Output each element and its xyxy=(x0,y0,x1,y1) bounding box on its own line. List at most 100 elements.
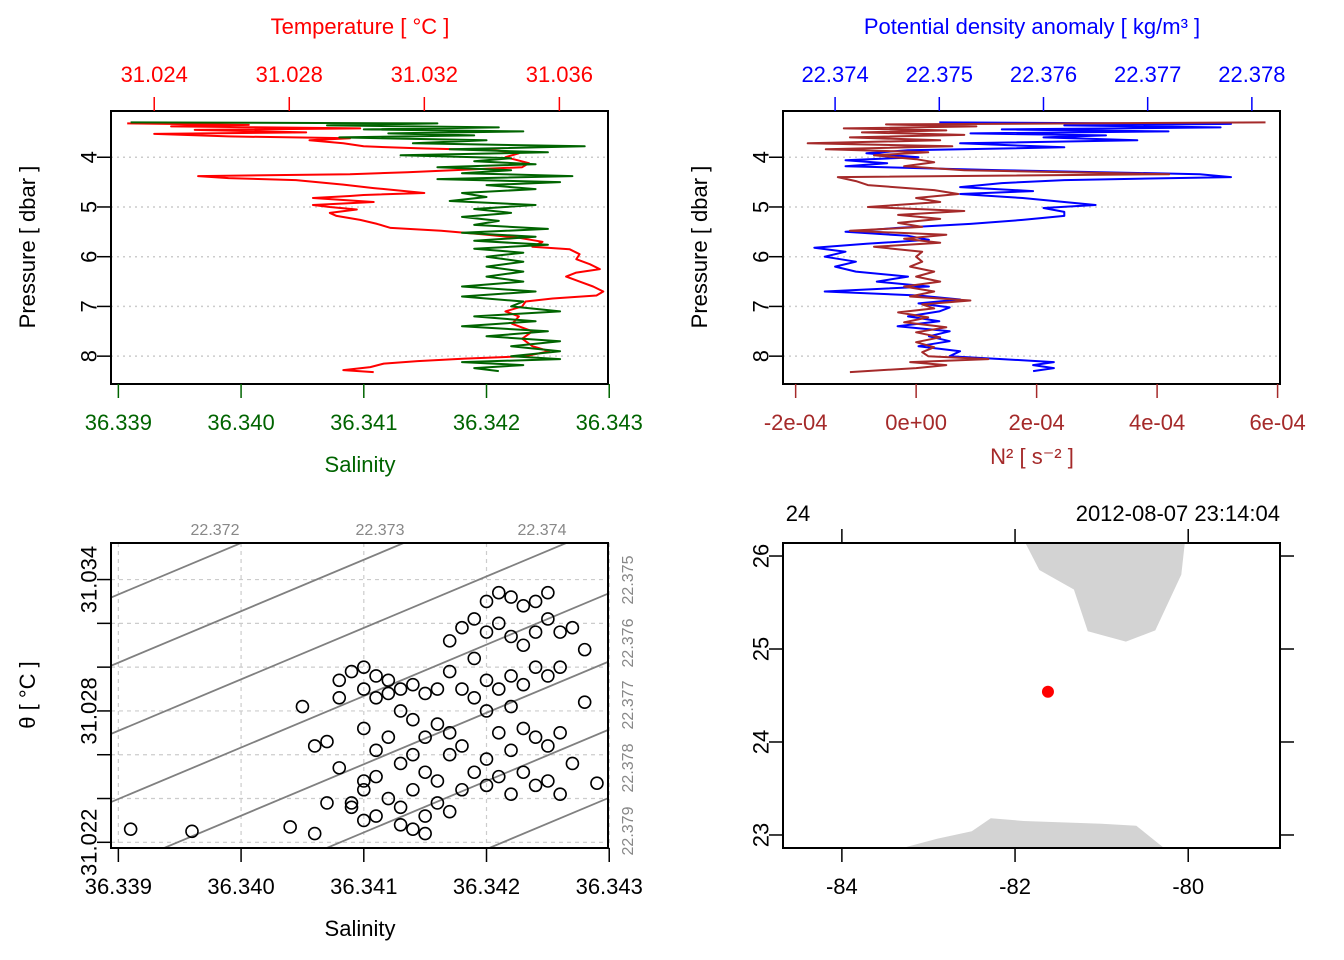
p3-x-tick-label: 36.340 xyxy=(207,874,274,899)
p3-data-point xyxy=(406,747,420,762)
p3-data-point xyxy=(590,776,604,790)
p2-y-tick-label: 8 xyxy=(749,350,774,362)
p3-data-point xyxy=(356,774,371,788)
p3-data-point xyxy=(455,739,469,753)
p3-data-point xyxy=(565,756,580,771)
p2-y-tick-label: 7 xyxy=(749,300,774,312)
p3-data-point xyxy=(528,778,543,793)
p1-top-tick-label: 31.024 xyxy=(121,62,188,87)
p4-land xyxy=(902,543,1185,848)
p3-data-point xyxy=(491,726,506,740)
p3-data-point xyxy=(541,739,555,753)
p3-data-point xyxy=(541,774,555,788)
p3-data-point xyxy=(356,813,371,828)
p3-data-point xyxy=(491,682,506,696)
p2-top-tick-label: 22.376 xyxy=(1010,62,1077,87)
p1-y-tick-label: 4 xyxy=(77,151,102,163)
p3-data-point xyxy=(381,673,396,688)
p3-data-point xyxy=(381,791,396,806)
p2-y-tick-label: 5 xyxy=(749,201,774,213)
p3-data-point xyxy=(504,699,518,714)
p3-data-point xyxy=(479,673,494,688)
p3-data-point xyxy=(295,699,310,714)
p3-data-point xyxy=(504,787,518,801)
p2-y-tick-label: 4 xyxy=(749,151,774,163)
p3-data-point xyxy=(418,686,432,701)
p1-y-tick-label: 8 xyxy=(77,350,102,362)
p4-top-left-label: 24 xyxy=(786,501,810,526)
p3-data-point xyxy=(442,804,457,819)
p3-data-point xyxy=(528,594,543,609)
p3-grid xyxy=(111,543,610,848)
p3-y-axis-title: θ [ °C ] xyxy=(15,661,40,728)
p3-x-axis: 36.339 36.340 36.341 36.342 36.343 xyxy=(85,848,643,899)
p3-plot-frame xyxy=(110,542,609,849)
p3-isopycnal-line xyxy=(111,592,608,804)
p3-data-point xyxy=(553,726,567,740)
p3-data-point xyxy=(344,800,359,815)
p3-data-point xyxy=(479,752,494,766)
p3-data-point xyxy=(491,616,506,631)
p3-data-point xyxy=(442,747,457,762)
p3-isopycnal-top-label: 22.374 xyxy=(518,522,567,539)
p3-data-point xyxy=(467,765,482,780)
p4-axes: -84 -82 -80 23 24 25 26 xyxy=(749,529,1294,899)
p3-data-point xyxy=(541,669,555,683)
p3-data-point xyxy=(393,682,408,696)
p3-data-point xyxy=(430,774,445,788)
p3-data-point xyxy=(418,730,432,745)
p2-grid xyxy=(783,156,1280,357)
p4-y-tick-label: 25 xyxy=(749,637,774,661)
p3-data-point xyxy=(418,826,432,841)
p1-top-axis: 31.024 31.028 31.032 31.036 xyxy=(121,62,593,111)
p3-data-point xyxy=(455,782,469,797)
p3-data-point xyxy=(541,585,555,600)
p3-x-tick-label: 36.339 xyxy=(85,874,152,899)
p2-n2-line xyxy=(806,121,1266,374)
p3-data-point xyxy=(381,686,396,701)
p2-y-axis: 4 5 6 7 8 xyxy=(749,151,783,362)
p1-salinity-line xyxy=(130,121,586,373)
p3-data-point xyxy=(553,625,567,639)
p3-data-point xyxy=(332,761,347,775)
p3-data-point xyxy=(320,734,334,749)
p3-y-axis: 31.022 31.028 31.034 xyxy=(77,546,111,876)
p3-points xyxy=(123,585,604,841)
p3-isopycnal-line xyxy=(161,660,608,848)
p3-data-point xyxy=(393,817,408,832)
p1-top-tick-label: 31.032 xyxy=(391,62,458,87)
p2-top-axis-title: Potential density anomaly [ kg/m³ ] xyxy=(864,14,1200,39)
p3-data-point xyxy=(356,660,371,674)
p1-temperature-line xyxy=(127,122,605,374)
p3-data-point xyxy=(393,800,408,815)
p2-top-axis: 22.374 22.375 22.376 22.377 22.378 xyxy=(801,62,1286,111)
p2-top-tick-label: 22.375 xyxy=(906,62,973,87)
p3-data-point xyxy=(553,660,567,674)
p3-x-tick-label: 36.341 xyxy=(330,874,397,899)
p3-data-point xyxy=(332,673,347,688)
p3-isopycnal-right-label: 22.378 xyxy=(620,743,637,792)
p3-isopycnal-right-label: 22.376 xyxy=(620,618,637,667)
p3-data-point xyxy=(491,769,506,784)
p3-data-point xyxy=(467,651,482,666)
p3-data-point xyxy=(479,778,494,793)
p2-bottom-tick-label: 2e-04 xyxy=(1008,410,1064,435)
p3-data-point xyxy=(516,677,531,692)
p2-plot-frame xyxy=(782,110,1281,385)
p4-y-tick-label: 24 xyxy=(749,730,774,754)
p3-data-point xyxy=(344,664,359,679)
panel-temperature-salinity-profile: 4 5 6 7 8 36.339 36.340 36.341 36.342 36.343 31.… xyxy=(15,14,643,477)
p2-top-tick-label: 22.377 xyxy=(1114,62,1181,87)
p3-data-point xyxy=(528,730,543,745)
p1-bottom-tick-label: 36.339 xyxy=(85,410,152,435)
p3-data-point xyxy=(504,629,518,644)
p4-x-tick-label: -82 xyxy=(999,874,1031,899)
p3-data-point xyxy=(344,796,359,810)
p4-plot-frame xyxy=(782,542,1281,849)
p3-data-point xyxy=(369,690,383,705)
p1-series xyxy=(127,121,605,374)
p3-data-point xyxy=(406,712,420,727)
p3-data-point xyxy=(393,756,408,771)
p3-data-point xyxy=(528,625,543,639)
